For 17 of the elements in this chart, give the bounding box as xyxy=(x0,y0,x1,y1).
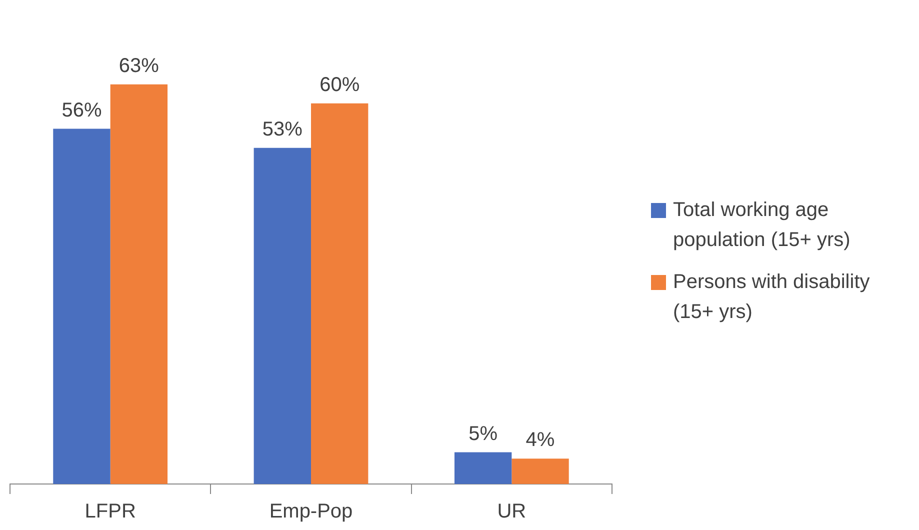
data-label: 63% xyxy=(118,54,160,77)
bar xyxy=(110,84,168,484)
data-label: 5% xyxy=(468,422,498,445)
bar xyxy=(254,148,311,484)
bar xyxy=(311,103,368,484)
legend-label: Persons with disability (15+ yrs) xyxy=(672,270,871,325)
data-label: 60% xyxy=(320,74,360,96)
x-tick-label: UR xyxy=(497,500,526,523)
bar xyxy=(53,128,110,484)
data-label: 4% xyxy=(526,429,555,452)
legend-label: Total working age population (15+ yrs) xyxy=(672,198,852,253)
x-tick-label: LFPR xyxy=(84,500,136,523)
data-label: 53% xyxy=(262,118,303,140)
x-tick-label: Emp-Pop xyxy=(269,500,353,523)
data-label: 56% xyxy=(62,99,102,122)
bar xyxy=(512,458,569,484)
bar xyxy=(454,452,512,484)
